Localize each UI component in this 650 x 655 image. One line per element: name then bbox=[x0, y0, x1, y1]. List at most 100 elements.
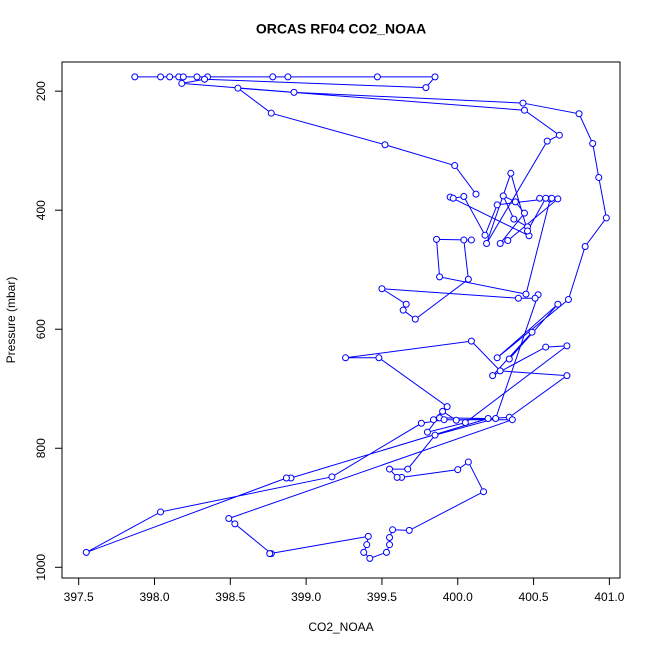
point bbox=[504, 237, 512, 245]
point bbox=[429, 416, 437, 424]
point bbox=[543, 137, 551, 145]
x-tick-label: 398.5 bbox=[215, 590, 245, 604]
point bbox=[443, 403, 451, 411]
point bbox=[522, 290, 530, 298]
point bbox=[373, 73, 381, 81]
point bbox=[554, 195, 562, 203]
point bbox=[595, 173, 603, 181]
point bbox=[581, 242, 589, 250]
point bbox=[507, 169, 515, 177]
x-tick-label: 399.5 bbox=[367, 590, 397, 604]
point bbox=[423, 428, 431, 436]
point bbox=[234, 84, 242, 92]
point bbox=[411, 315, 419, 323]
point bbox=[231, 520, 239, 528]
point bbox=[508, 416, 516, 424]
point bbox=[439, 407, 447, 415]
point bbox=[602, 214, 610, 222]
point bbox=[554, 300, 562, 308]
y-axis-label: Pressure (mbar) bbox=[4, 277, 18, 364]
point bbox=[563, 372, 571, 380]
point bbox=[157, 73, 165, 81]
point bbox=[548, 194, 556, 202]
point bbox=[505, 355, 513, 363]
point bbox=[493, 354, 501, 362]
point bbox=[524, 227, 532, 235]
point bbox=[166, 73, 174, 81]
x-tick-label: 400.5 bbox=[519, 590, 549, 604]
point bbox=[386, 465, 394, 473]
point bbox=[484, 414, 492, 422]
point bbox=[404, 465, 412, 473]
point bbox=[282, 474, 290, 482]
point bbox=[492, 414, 500, 422]
point bbox=[536, 194, 544, 202]
chart-title: ORCAS RF04 CO2_NOAA bbox=[256, 21, 426, 37]
point bbox=[364, 532, 372, 540]
line bbox=[86, 76, 607, 559]
point bbox=[520, 106, 528, 114]
point bbox=[489, 372, 497, 380]
point bbox=[460, 193, 468, 201]
point bbox=[82, 548, 90, 556]
point bbox=[542, 194, 550, 202]
y-tick-label: 600 bbox=[34, 319, 48, 339]
point bbox=[375, 354, 383, 362]
point bbox=[520, 209, 528, 217]
point bbox=[589, 140, 597, 148]
point bbox=[440, 416, 448, 424]
point bbox=[461, 419, 469, 427]
y-tick-label: 800 bbox=[34, 438, 48, 458]
y-tick-label: 400 bbox=[34, 200, 48, 220]
point bbox=[431, 73, 439, 81]
point bbox=[464, 275, 472, 283]
point bbox=[496, 240, 504, 248]
point bbox=[178, 79, 186, 87]
point bbox=[460, 236, 468, 244]
point bbox=[267, 109, 275, 117]
point bbox=[483, 240, 491, 248]
point bbox=[564, 295, 572, 303]
point bbox=[542, 343, 550, 351]
point bbox=[389, 526, 397, 534]
point bbox=[563, 342, 571, 350]
point bbox=[480, 488, 488, 496]
point bbox=[575, 110, 583, 118]
x-tick-label: 399.0 bbox=[291, 590, 321, 604]
point bbox=[472, 190, 480, 198]
point bbox=[496, 367, 504, 375]
point bbox=[555, 131, 563, 139]
point bbox=[451, 162, 459, 170]
plot-frame bbox=[61, 61, 621, 579]
point bbox=[514, 294, 522, 302]
point bbox=[179, 73, 187, 81]
point bbox=[417, 419, 425, 427]
x-tick-label: 398.0 bbox=[139, 590, 169, 604]
y-tick-label: 200 bbox=[34, 81, 48, 101]
point bbox=[493, 201, 501, 209]
x-axis-label: CO2_NOAA bbox=[308, 620, 373, 634]
point bbox=[531, 294, 539, 302]
point bbox=[131, 73, 139, 81]
point bbox=[393, 473, 401, 481]
point bbox=[386, 534, 394, 542]
point bbox=[519, 99, 527, 107]
point bbox=[157, 508, 165, 516]
point bbox=[266, 550, 274, 558]
point bbox=[433, 235, 441, 243]
x-tick-label: 397.5 bbox=[64, 590, 94, 604]
point bbox=[363, 541, 371, 549]
point bbox=[422, 84, 430, 92]
point bbox=[436, 273, 444, 281]
point bbox=[481, 231, 489, 239]
point bbox=[464, 458, 472, 466]
point bbox=[467, 236, 475, 244]
point bbox=[454, 466, 462, 474]
point bbox=[381, 141, 389, 149]
point bbox=[449, 194, 457, 202]
point bbox=[510, 215, 518, 223]
point bbox=[342, 354, 350, 362]
x-tick-label: 400.0 bbox=[443, 590, 473, 604]
point bbox=[499, 192, 507, 200]
